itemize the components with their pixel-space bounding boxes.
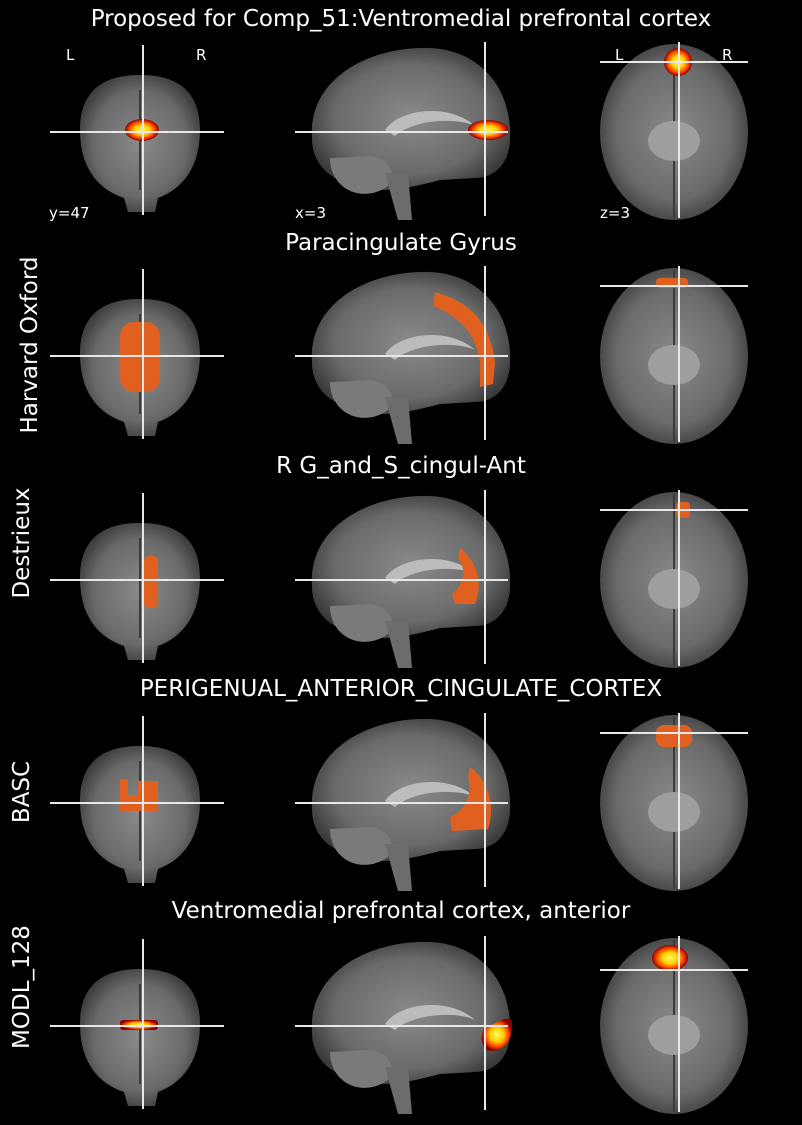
sagittal-cerebellum-r3 [330,827,393,865]
axial-slice-row-2 [600,490,748,668]
sagittal-slice-row-2 [295,490,511,668]
axial-slice-row-0 [600,42,748,220]
sagittal-brainstem-r4 [385,1067,412,1114]
axial-ventricles-r0 [648,121,700,161]
coord-axial: z=3 [600,204,630,222]
sagittal-slice-row-3 [295,713,511,891]
axial-ventricles-r2 [648,569,700,609]
coronal-slice-row-0 [50,45,224,215]
coord-sagittal: x=3 [295,204,326,222]
sagittal-brainstem-r2 [385,621,412,668]
sagittal-brainstem-r3 [385,844,412,891]
axial-slice-row-3 [600,713,748,891]
sagittal-activation-r0 [468,120,508,140]
sagittal-region-r2 [452,548,479,604]
sagittal-cerebellum-r1 [330,380,393,418]
coord-coronal: y=47 [49,204,90,222]
sagittal-corpus-callosum-r2 [385,558,475,584]
row-label-destrieux: Destrieux [9,487,35,599]
axial-ventricles-r1 [648,345,700,385]
sagittal-corpus-callosum-r1 [385,334,475,360]
sagittal-region-r1 [433,292,495,387]
sagittal-brainstem-r0 [385,173,412,220]
axial-slice-row-1 [600,266,748,444]
sagittal-region-r3 [450,767,491,831]
coronal-slice-row-4 [50,939,224,1109]
orientation-right-coronal: R [196,46,207,64]
sagittal-cerebellum-r0 [330,156,393,194]
orientation-right-axial: R [722,46,733,64]
coronal-slice-row-1 [50,269,224,439]
row-label-modl: MODL_128 [9,925,35,1049]
sagittal-corpus-callosum-r4 [385,1004,475,1030]
row-title-basc: PERIGENUAL_ANTERIOR_CINGULATE_CORTEX [139,676,663,702]
sagittal-slice-row-0 [295,42,511,220]
coronal-region-r3 [120,779,158,811]
sagittal-corpus-callosum-r0 [385,110,475,136]
row-label-basc: BASC [9,760,35,824]
orientation-left-coronal: L [66,46,75,64]
sagittal-brainstem-r1 [385,397,412,444]
axial-ventricles-r4 [648,1015,700,1055]
sagittal-corpus-callosum-r3 [385,781,475,807]
sagittal-slice-row-1 [295,266,511,444]
coronal-region-r2 [144,556,158,608]
sagittal-cerebellum-r4 [330,1050,393,1088]
axial-activation-r4 [652,945,688,971]
coronal-slice-row-3 [50,716,224,886]
row-title-harvard-oxford: Paracingulate Gyrus [285,230,517,256]
sagittal-cerebellum-r2 [330,604,393,642]
row-title-proposed: Proposed for Comp_51:Ventromedial prefro… [90,6,712,32]
axial-ventricles-r3 [648,792,700,832]
coronal-slice-row-2 [50,493,224,663]
orientation-left-axial: L [615,46,624,64]
sagittal-slice-row-4 [295,936,513,1114]
axial-region-r3 [656,725,692,747]
row-title-modl: Ventromedial prefrontal cortex, anterior [171,898,631,924]
axial-slice-row-4 [600,936,748,1114]
row-title-destrieux: R G_and_S_cingul-Ant [276,453,526,479]
